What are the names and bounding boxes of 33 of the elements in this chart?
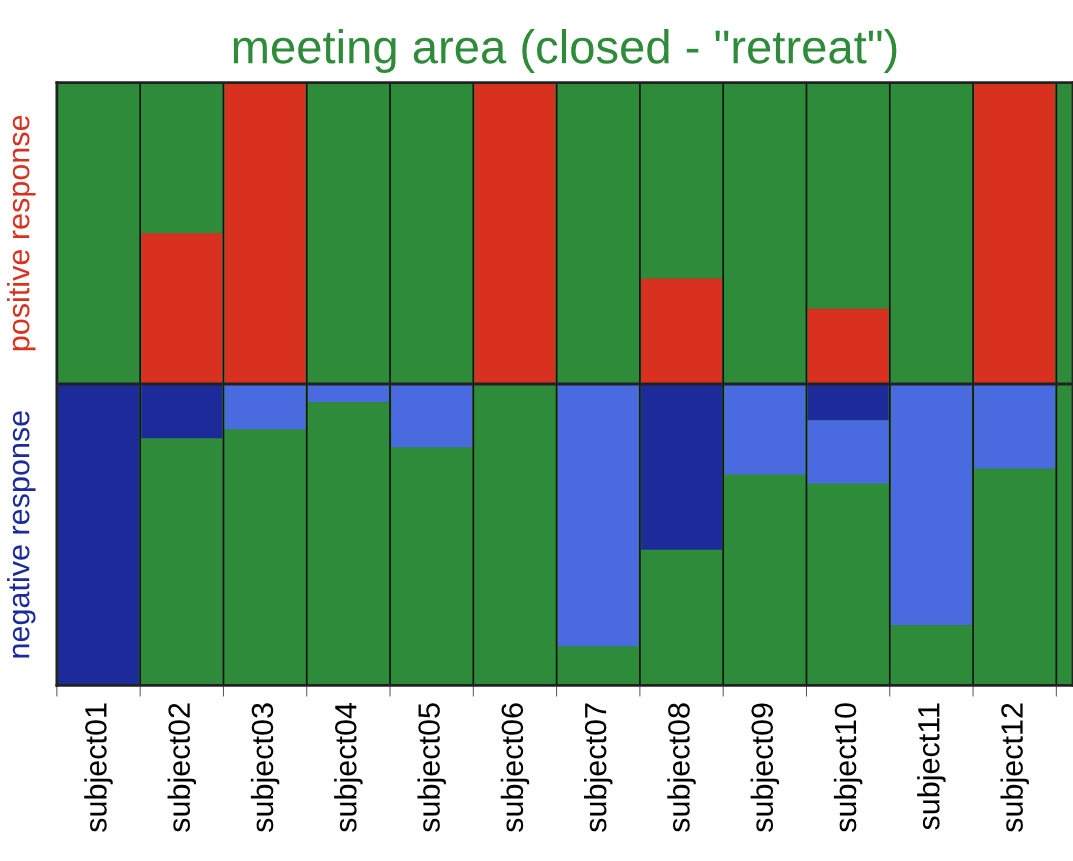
bar (474, 82, 556, 385)
x-tick-label: subject11 (917, 703, 946, 830)
x-tick-label: subject12 (1000, 703, 1029, 832)
bar (141, 384, 223, 439)
bar (391, 384, 473, 448)
bar (641, 278, 722, 385)
bar (974, 82, 1056, 385)
x-tick-label: subject02 (167, 703, 197, 832)
bar (58, 384, 139, 686)
bar (307, 384, 389, 403)
bar (141, 233, 223, 385)
bar (557, 384, 639, 647)
bar (224, 82, 306, 385)
x-tick-label: subject06 (500, 703, 530, 832)
bar (224, 384, 306, 430)
x-tick-label: subject04 (334, 702, 363, 832)
bar (807, 308, 889, 385)
bar (724, 384, 806, 475)
x-tick-label: subject01 (84, 703, 113, 832)
x-tick-label: subject07 (584, 703, 613, 832)
bar (891, 384, 972, 626)
bar (641, 384, 722, 550)
x-tick-label: subject08 (667, 703, 696, 832)
text: negative response (7, 411, 36, 658)
x-tick-label: subject09 (750, 703, 780, 832)
x-tick-label: subject05 (417, 703, 446, 832)
bar (974, 384, 1056, 469)
bar (807, 384, 889, 421)
bar (807, 420, 889, 484)
x-tick-label: subject10 (833, 703, 863, 832)
chart-title: meeting area (closed - "retreat") (233, 28, 897, 74)
x-tick-label: subject03 (250, 703, 280, 832)
text: positive response (7, 115, 36, 351)
